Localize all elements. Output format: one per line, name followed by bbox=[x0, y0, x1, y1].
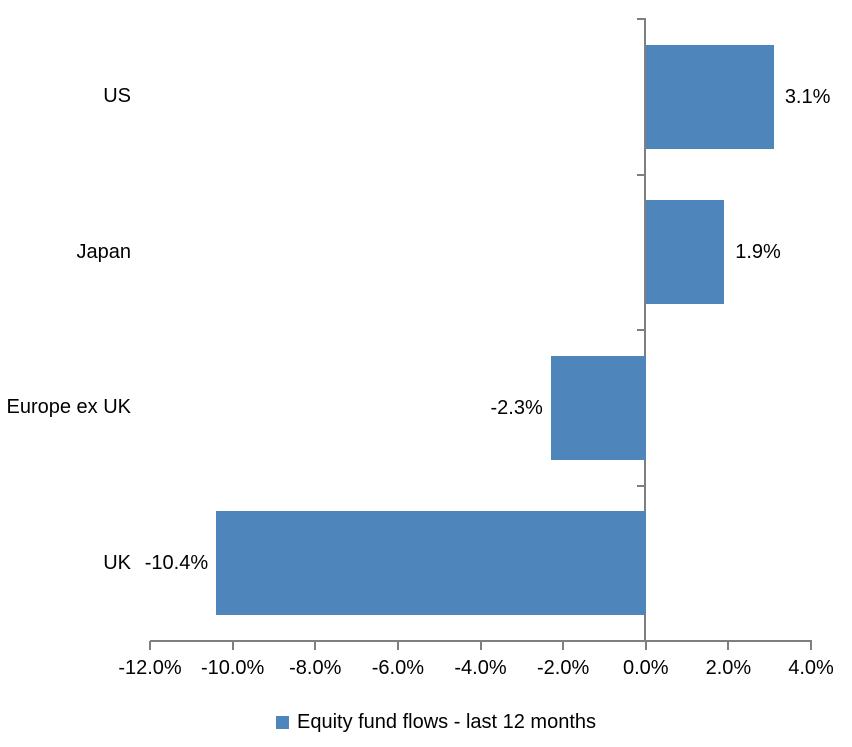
category-label: UK bbox=[103, 551, 131, 574]
x-axis-tick bbox=[644, 641, 647, 650]
legend-swatch-icon bbox=[275, 716, 289, 729]
category-axis-tick bbox=[637, 18, 646, 20]
x-axis-tick bbox=[727, 641, 730, 650]
x-axis-tick bbox=[314, 641, 317, 650]
category-label: Japan bbox=[76, 240, 132, 263]
bar-value-label: -10.4% bbox=[144, 552, 209, 575]
x-tick-label: 2.0% bbox=[705, 657, 752, 679]
x-tick-label: -4.0% bbox=[454, 657, 507, 679]
x-tick-label: -2.0% bbox=[537, 657, 590, 679]
x-tick-label: -12.0% bbox=[118, 657, 182, 679]
legend: Equity fund flows - last 12 months bbox=[275, 711, 597, 734]
category-label: Europe ex UK bbox=[6, 396, 131, 418]
x-axis-tick bbox=[231, 641, 234, 650]
category-label: US bbox=[103, 85, 131, 107]
x-tick-label: -10.0% bbox=[200, 657, 265, 679]
bar-value-label: 1.9% bbox=[735, 241, 781, 264]
x-tick-label: -6.0% bbox=[371, 657, 424, 679]
bar bbox=[216, 511, 646, 616]
x-axis-tick bbox=[479, 641, 482, 650]
category-axis-tick bbox=[637, 173, 646, 176]
bar bbox=[645, 44, 774, 149]
x-tick-label: 0.0% bbox=[622, 657, 669, 679]
x-tick-label: 4.0% bbox=[788, 657, 834, 679]
x-axis-tick bbox=[562, 641, 565, 650]
x-axis-tick bbox=[810, 641, 812, 650]
category-axis-tick bbox=[637, 329, 646, 331]
x-axis-tick bbox=[149, 641, 151, 650]
x-axis-tick bbox=[396, 641, 399, 650]
x-tick-label: -8.0% bbox=[289, 657, 342, 679]
bar-value-label: -2.3% bbox=[490, 396, 543, 419]
bar-value-label: 3.1% bbox=[784, 85, 831, 108]
category-axis-tick bbox=[637, 484, 646, 487]
legend-label: Equity fund flows - last 12 months bbox=[296, 711, 597, 733]
bar bbox=[645, 200, 725, 305]
bar bbox=[550, 355, 646, 460]
